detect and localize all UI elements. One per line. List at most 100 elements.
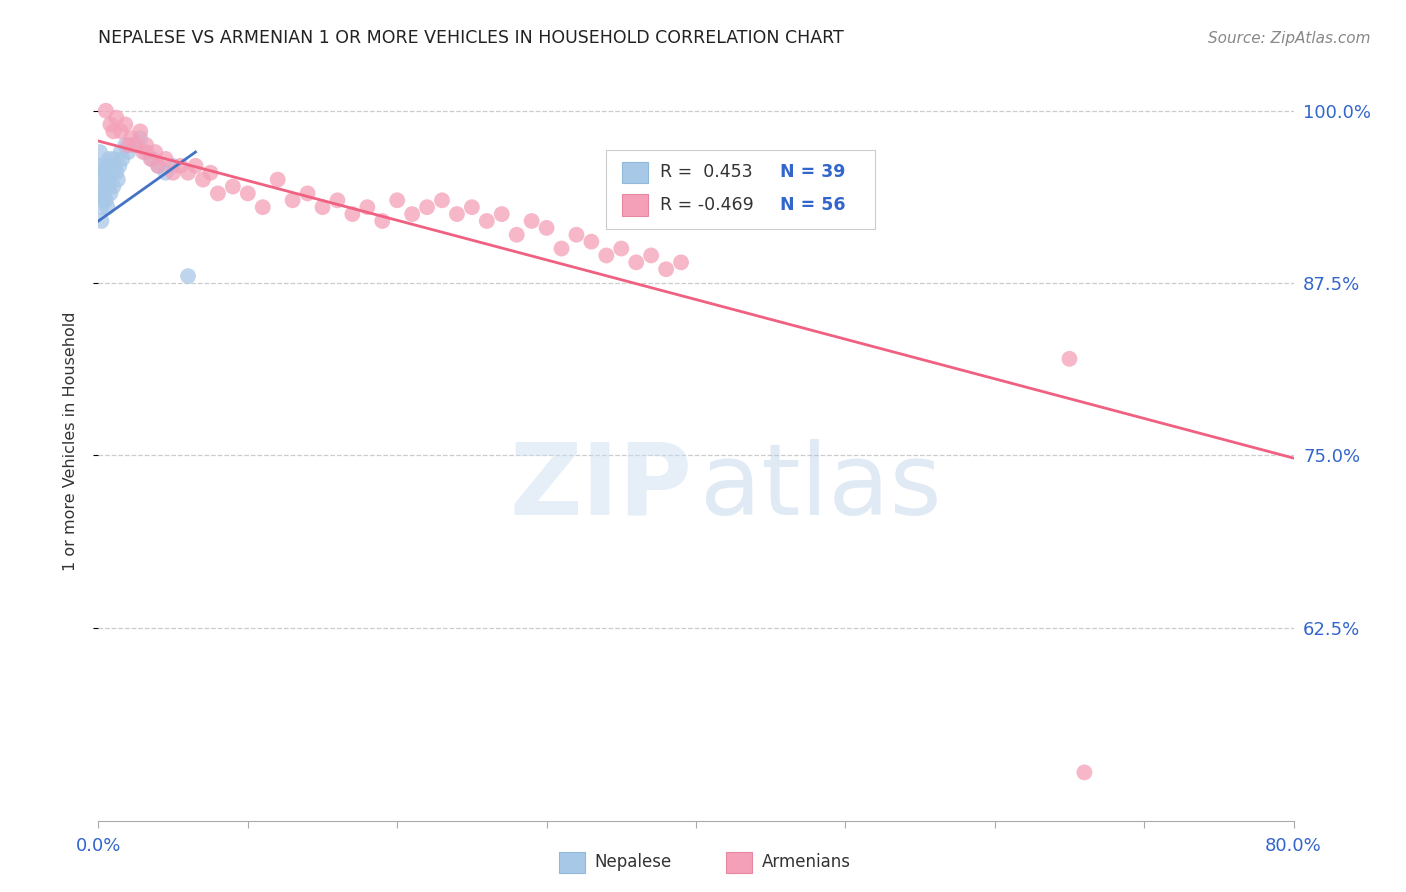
Point bbox=[536, 220, 558, 235]
Point bbox=[141, 152, 163, 166]
Point bbox=[162, 159, 184, 173]
Point bbox=[1059, 351, 1081, 366]
Point bbox=[640, 248, 662, 262]
Point bbox=[655, 262, 678, 277]
Point bbox=[595, 248, 617, 262]
Text: Nepalese: Nepalese bbox=[595, 853, 672, 871]
Point bbox=[90, 172, 112, 186]
Point bbox=[90, 200, 112, 214]
Point bbox=[143, 145, 166, 159]
Point bbox=[107, 172, 129, 186]
Point bbox=[610, 242, 633, 256]
Point bbox=[97, 152, 120, 166]
Point bbox=[98, 159, 122, 173]
Text: R =  0.453: R = 0.453 bbox=[661, 163, 752, 181]
Point bbox=[169, 159, 191, 173]
Point bbox=[103, 179, 125, 194]
Point bbox=[669, 255, 692, 269]
Point bbox=[326, 194, 349, 208]
Point bbox=[200, 166, 222, 180]
Text: atlas: atlas bbox=[700, 439, 941, 535]
Point bbox=[105, 111, 128, 125]
Y-axis label: 1 or more Vehicles in Household: 1 or more Vehicles in Household bbox=[63, 312, 77, 571]
Point bbox=[117, 145, 139, 159]
Point bbox=[89, 145, 111, 159]
Point bbox=[125, 138, 148, 153]
Point bbox=[97, 179, 120, 194]
Point bbox=[125, 138, 148, 153]
Point bbox=[342, 207, 364, 221]
FancyBboxPatch shape bbox=[558, 852, 585, 873]
Text: 80.0%: 80.0% bbox=[1265, 838, 1322, 855]
Point bbox=[311, 200, 333, 214]
Point bbox=[155, 166, 177, 180]
Point bbox=[101, 166, 124, 180]
Point bbox=[191, 172, 214, 186]
Point bbox=[94, 194, 117, 208]
Point bbox=[94, 166, 117, 180]
Point bbox=[416, 200, 439, 214]
Point bbox=[177, 166, 200, 180]
Text: N = 56: N = 56 bbox=[780, 196, 845, 214]
Point bbox=[148, 159, 170, 173]
Point bbox=[110, 145, 132, 159]
FancyBboxPatch shape bbox=[606, 150, 876, 229]
Point bbox=[148, 159, 170, 173]
Point bbox=[207, 186, 229, 201]
Point bbox=[103, 124, 125, 138]
Point bbox=[110, 124, 132, 138]
Point bbox=[139, 152, 162, 166]
FancyBboxPatch shape bbox=[621, 161, 648, 183]
Text: Armenians: Armenians bbox=[762, 853, 851, 871]
Point bbox=[105, 166, 128, 180]
Point bbox=[236, 186, 259, 201]
Point bbox=[581, 235, 603, 249]
Text: Source: ZipAtlas.com: Source: ZipAtlas.com bbox=[1208, 31, 1371, 46]
Point bbox=[96, 200, 118, 214]
Point bbox=[430, 194, 453, 208]
Point bbox=[565, 227, 588, 242]
Point bbox=[120, 138, 142, 153]
Point bbox=[1073, 765, 1095, 780]
Point bbox=[96, 172, 118, 186]
Point bbox=[91, 179, 114, 194]
Point bbox=[94, 103, 117, 118]
Point bbox=[446, 207, 468, 221]
Point bbox=[114, 138, 136, 153]
Point bbox=[461, 200, 484, 214]
Point bbox=[129, 124, 152, 138]
Text: NEPALESE VS ARMENIAN 1 OR MORE VEHICLES IN HOUSEHOLD CORRELATION CHART: NEPALESE VS ARMENIAN 1 OR MORE VEHICLES … bbox=[98, 29, 844, 47]
Text: ZIP: ZIP bbox=[509, 439, 692, 535]
Point bbox=[184, 159, 207, 173]
Point bbox=[103, 152, 125, 166]
Point bbox=[155, 152, 177, 166]
Point bbox=[385, 194, 409, 208]
Point bbox=[89, 186, 111, 201]
Point bbox=[90, 214, 112, 228]
Point bbox=[91, 166, 114, 180]
Point bbox=[177, 269, 200, 284]
FancyBboxPatch shape bbox=[725, 852, 752, 873]
Point bbox=[132, 145, 155, 159]
Point bbox=[135, 138, 157, 153]
Point bbox=[520, 214, 543, 228]
Point bbox=[491, 207, 513, 221]
Point bbox=[135, 145, 157, 159]
Point bbox=[93, 186, 115, 201]
Point bbox=[252, 200, 274, 214]
Point bbox=[401, 207, 423, 221]
Point bbox=[281, 194, 304, 208]
Point bbox=[111, 152, 134, 166]
Point bbox=[129, 131, 152, 145]
Point bbox=[89, 159, 111, 173]
Point bbox=[371, 214, 394, 228]
Point bbox=[93, 159, 115, 173]
Point bbox=[267, 172, 290, 186]
Point bbox=[114, 118, 136, 132]
FancyBboxPatch shape bbox=[621, 194, 648, 216]
Point bbox=[222, 179, 245, 194]
Point bbox=[120, 131, 142, 145]
Point bbox=[91, 194, 114, 208]
Point bbox=[297, 186, 319, 201]
Point bbox=[108, 159, 131, 173]
